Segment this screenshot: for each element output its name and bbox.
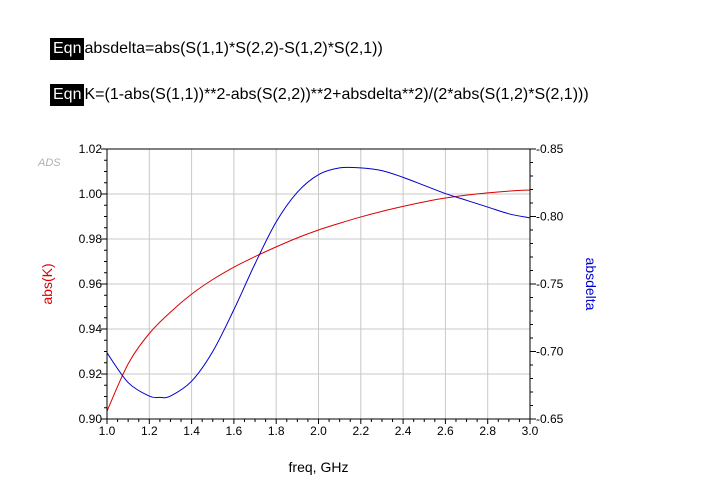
y-right-tick-label: -0.80 bbox=[536, 210, 564, 224]
y-left-tick-label: 0.92 bbox=[79, 367, 103, 381]
x-tick-label: 1.2 bbox=[141, 424, 158, 438]
equation-text-2: K=(1-abs(S(1,1))**2-abs(S(2,2))**2+absde… bbox=[84, 86, 589, 103]
tick-labels: 1.0 1.2 1.4 1.6 1.8 2.0 2.2 2.4 2.6 2.8 3.0 0.90 0.9… bbox=[79, 142, 564, 438]
grid bbox=[106, 148, 531, 420]
y-right-tick-label: -0.70 bbox=[536, 345, 564, 359]
equation-2: Eqn K=(1-abs(S(1,1))**2-abs(S(2,2))**2+a… bbox=[50, 84, 589, 106]
y-left-tick-label: 1.00 bbox=[79, 187, 103, 201]
eqn-tag-1[interactable]: Eqn bbox=[50, 38, 85, 60]
y-right-tick-label: -0.75 bbox=[536, 277, 564, 291]
equation-1: Eqn absdelta=abs(S(1,1)*S(2,2)-S(1,2)*S(… bbox=[50, 38, 383, 60]
series-line-abs-k bbox=[106, 189, 531, 412]
x-tick-label: 3.0 bbox=[522, 424, 539, 438]
ads-watermark: ADS bbox=[37, 157, 61, 169]
x-tick-label: 1.0 bbox=[99, 424, 116, 438]
series-lines bbox=[106, 166, 531, 412]
eqn-tag-2[interactable]: Eqn bbox=[50, 84, 85, 106]
x-axis-label: freq, GHz bbox=[289, 459, 349, 475]
y-right-axis-label: absdelta bbox=[583, 258, 599, 311]
x-tick-label: 2.0 bbox=[310, 424, 327, 438]
y-left-tick-label: 0.94 bbox=[79, 322, 103, 336]
y-right-tick-label: -0.85 bbox=[536, 142, 564, 156]
x-tick-label: 1.8 bbox=[268, 424, 285, 438]
y-left-tick-label: 0.98 bbox=[79, 232, 103, 246]
plot-frame bbox=[106, 148, 531, 420]
x-tick-label: 1.4 bbox=[183, 424, 200, 438]
y-left-tick-label: 0.96 bbox=[79, 277, 103, 291]
x-tick-label: 2.2 bbox=[352, 424, 369, 438]
x-tick-label: 2.8 bbox=[479, 424, 496, 438]
y-right-tick-label: -0.65 bbox=[536, 412, 564, 426]
y-left-tick-label: 0.90 bbox=[79, 412, 103, 426]
y-left-tick-label: 1.02 bbox=[79, 142, 103, 156]
series-line-absdelta bbox=[106, 166, 531, 399]
x-tick-label: 1.6 bbox=[226, 424, 243, 438]
equation-text-1: absdelta=abs(S(1,1)*S(2,2)-S(1,2)*S(2,1)… bbox=[84, 40, 383, 57]
x-tick-label: 2.6 bbox=[437, 424, 454, 438]
x-tick-label: 2.4 bbox=[395, 424, 412, 438]
y-left-axis-label: abs(K) bbox=[39, 263, 55, 304]
